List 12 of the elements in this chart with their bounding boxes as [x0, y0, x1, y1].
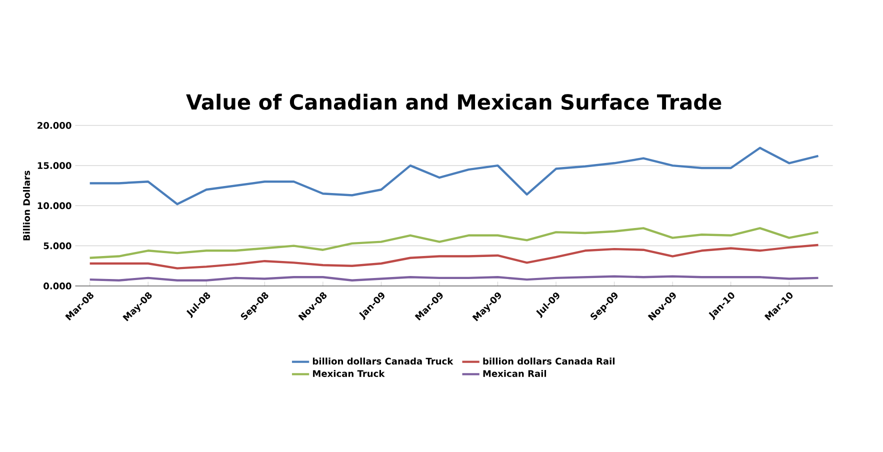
- y-tick-label: 20.000: [38, 122, 72, 130]
- y-tick-label: 10.000: [38, 202, 72, 210]
- y-axis-title: Billion Dollars: [22, 170, 30, 241]
- line-series: [88, 227, 820, 260]
- y-tick-label: 5.000: [44, 242, 72, 250]
- legend-label: billion dollars Canada Rail: [483, 358, 614, 365]
- y-tick-label: 0.000: [44, 282, 72, 290]
- y-tick-label: 15.000: [38, 162, 72, 170]
- legend-label: billion dollars Canada Truck: [312, 358, 454, 365]
- legend-label: Mexican Truck: [313, 370, 385, 378]
- legend-label: Mexican Rail: [483, 370, 546, 378]
- chart-title: Value of Canadian and Mexican Surface Trade: [186, 94, 722, 110]
